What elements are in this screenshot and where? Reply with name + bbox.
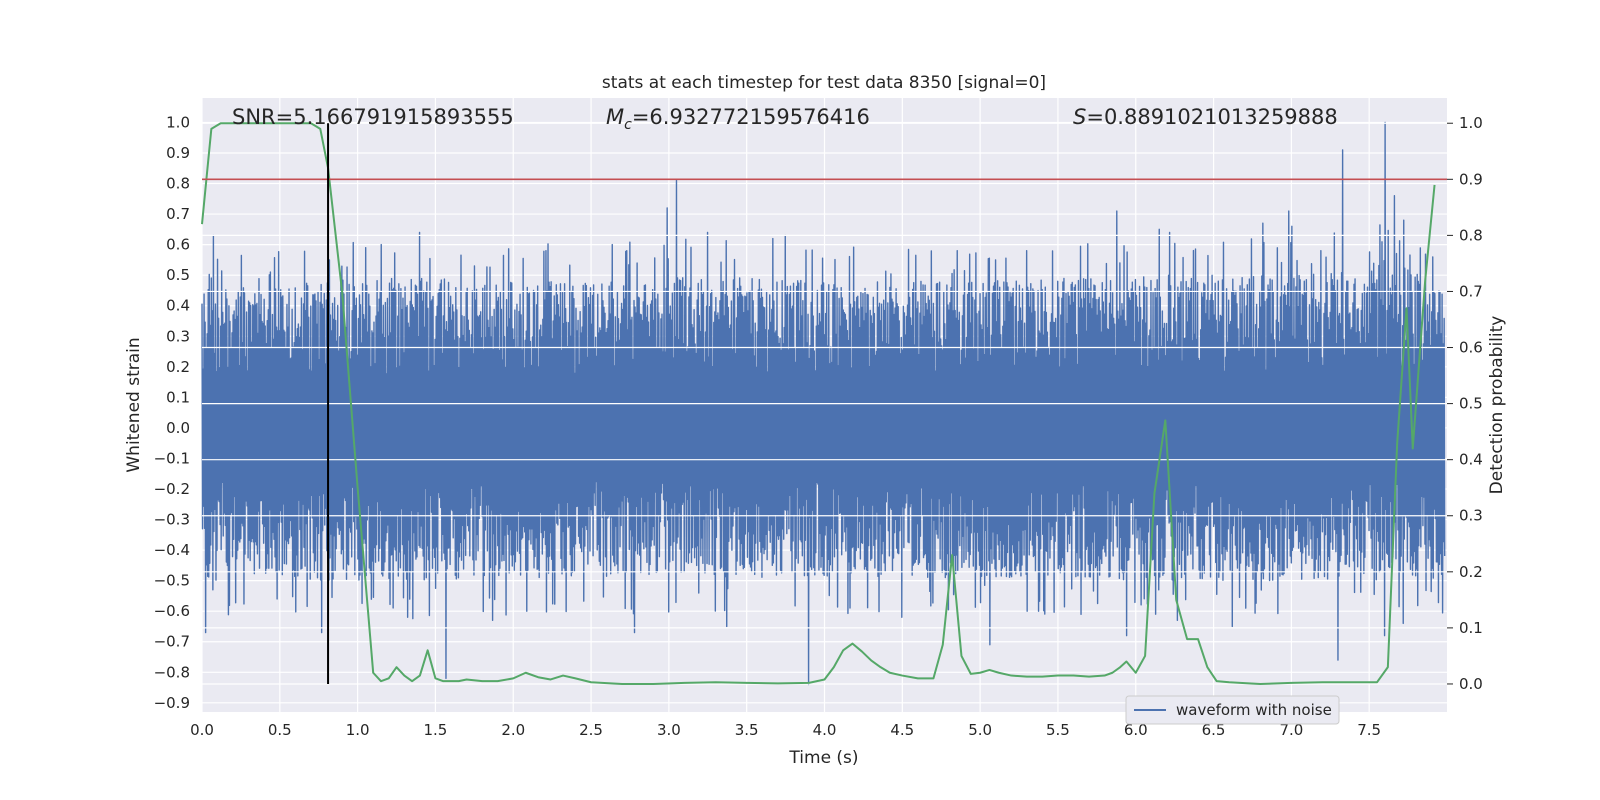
x-tick-label: 3.0 [657,721,681,739]
y-left-tick-label: 0.6 [166,236,190,254]
y-right-tick-label: 0.9 [1459,170,1483,188]
y-left-tick-label: 0.8 [166,175,190,193]
y-left-tick-label: 0.7 [166,205,190,223]
y-right-tick-label: 0.3 [1459,507,1483,525]
y-left-tick-label: 1.0 [166,113,190,131]
chart-title: stats at each timestep for test data 835… [602,73,1046,93]
x-tick-label: 6.0 [1124,721,1148,739]
chirp-mass-annotation: Mc=6.932772159576416 [606,105,870,133]
y-left-tick-label: −0.6 [154,602,190,620]
x-tick-label: 1.0 [346,721,370,739]
y-right-tick-label: 0.0 [1459,675,1483,693]
y-right-tick-label: 0.7 [1459,282,1483,300]
y-left-tick-label: −0.5 [154,572,190,590]
x-axis-ticks: 0.0 0.5 1.0 1.5 2.0 2.5 3.0 3.5 4.0 4.5 5.0 5.5 6.0 6… [190,721,1381,739]
legend: waveform with noise [1125,695,1340,725]
y-left-tick-label: −0.1 [154,449,190,467]
y-left-tick-label: −0.2 [154,480,190,498]
chirp-mass-value: =6.932772159576416 [632,105,870,129]
x-tick-label: 7.0 [1279,721,1303,739]
waveform-series [201,121,1446,686]
x-tick-label: 0.0 [190,721,214,739]
y-left-tick-label: −0.7 [154,633,190,651]
y-left-tick-label: −0.3 [154,511,190,529]
legend-box [1125,695,1340,725]
y-right-tick-label: 0.8 [1459,226,1483,244]
y-left-tick-label: 0.5 [166,266,190,284]
y-left-tick-label: 0.0 [166,419,190,437]
y-left-tick-label: 0.3 [166,327,190,345]
y-left-axis-label: Whitened strain [124,337,144,472]
reference-lines [202,123,1447,684]
y-right-tick-label: 1.0 [1459,114,1483,132]
x-tick-label: 7.5 [1357,721,1381,739]
x-tick-label: 2.0 [501,721,525,739]
y-left-tick-label: 0.2 [166,358,190,376]
y-right-tick-label: 0.5 [1459,395,1483,413]
x-tick-label: 4.5 [890,721,914,739]
chirp-mass-subscript: c [624,117,632,133]
y-left-tick-label: 0.4 [166,297,190,315]
chirp-mass-symbol: M [606,105,624,129]
s-value: =0.8891021013259888 [1086,105,1337,129]
s-symbol: S [1073,105,1086,129]
legend-label: waveform with noise [1176,701,1332,719]
snr-annotation: SNR=5.166791915893555 [232,105,514,129]
y-right-tick-label: 0.6 [1459,339,1483,357]
y-left-tick-label: −0.4 [154,541,190,559]
x-tick-label: 5.0 [968,721,992,739]
y-left-tick-label: −0.9 [154,694,190,712]
probability-line [201,122,1436,685]
x-tick-label: 2.5 [579,721,603,739]
x-tick-label: 5.5 [1046,721,1070,739]
x-tick-label: 4.0 [813,721,837,739]
y-right-tick-label: 0.1 [1459,619,1483,637]
x-tick-label: 0.5 [268,721,292,739]
y-right-axis-ticks: 1.0 0.9 0.8 0.7 0.6 0.5 0.4 0.3 0.2 0.1 0.0 [1447,114,1483,693]
y-left-tick-label: 0.9 [166,144,190,162]
y-right-axis-label: Detection probability [1487,316,1507,495]
x-tick-label: 3.5 [735,721,759,739]
y-left-tick-label: −0.8 [154,663,190,681]
x-tick-label: 1.5 [424,721,448,739]
y-right-tick-label: 0.4 [1459,451,1483,469]
waveform-line [201,121,1446,686]
y-left-axis-ticks: 1.0 0.9 0.8 0.7 0.6 0.5 0.4 0.3 0.2 0.1 0.0 −0.1 −0.… [154,113,190,711]
x-tick-label: 6.5 [1202,721,1226,739]
s-annotation: S=0.8891021013259888 [1073,105,1338,129]
y-right-tick-label: 0.2 [1459,563,1483,581]
x-axis-label: Time (s) [788,748,858,768]
y-left-tick-label: 0.1 [166,388,190,406]
